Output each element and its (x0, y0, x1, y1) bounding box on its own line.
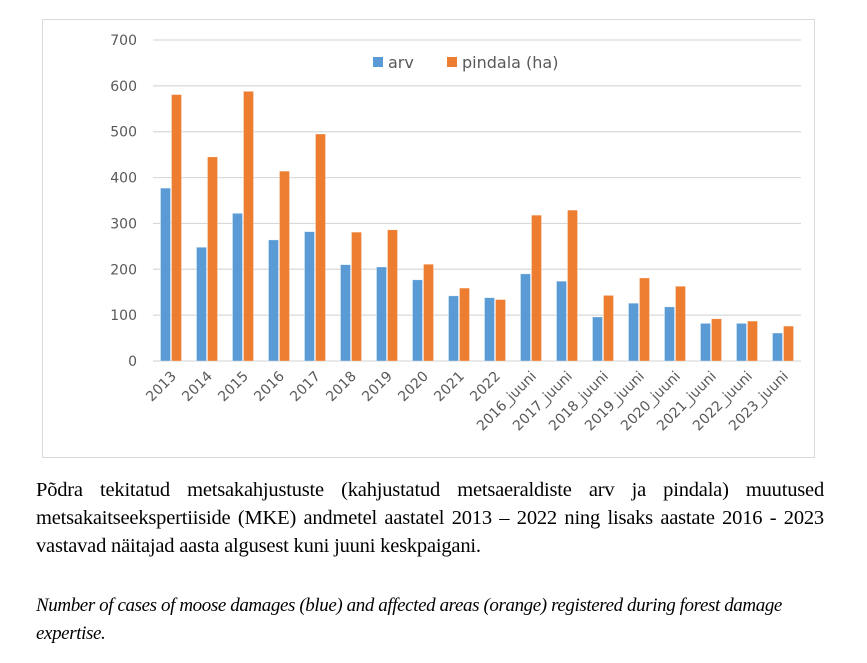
bar-arv-2021 (448, 295, 459, 362)
bar-arv-2013 (160, 187, 171, 362)
bar-arv-2021_juuni (700, 323, 711, 362)
bar-arv-2020_juuni (664, 306, 675, 362)
bar-pindala-2017_juuni (567, 209, 578, 362)
bar-arv-2020 (412, 279, 423, 362)
bars (160, 91, 794, 362)
figure-caption-estonian: Põdra tekitatud metsakahjustuste (kahjus… (36, 479, 824, 557)
x-tick-label: 2017 (287, 369, 324, 406)
legend-swatch-pindala (447, 57, 457, 67)
x-axis-tick-labels: 2013 2014 2015 2016 2017 2018 2019 2020 2021 2022… (143, 368, 792, 434)
y-tick-label: 600 (110, 79, 137, 95)
gridlines (153, 39, 801, 362)
y-tick-label: 500 (110, 125, 137, 141)
y-tick-label: 400 (110, 171, 137, 187)
bar-pindala-2016_juuni (531, 214, 542, 362)
x-tick-label: 2021 (431, 369, 468, 406)
x-tick-label: 2015 (215, 369, 252, 406)
bar-arv-2023_juuni (772, 332, 783, 362)
legend-label-arv: arv (388, 53, 414, 72)
x-tick-label: 2020 (395, 369, 432, 406)
legend-label-pindala: pindala (ha) (462, 53, 558, 72)
bar-pindala-2018 (351, 231, 362, 362)
bar-pindala-2019_juuni (639, 277, 650, 362)
bar-arv-2017_juuni (556, 280, 567, 362)
bar-pindala-2020 (423, 263, 434, 362)
bar-arv-2022_juuni (736, 323, 747, 362)
bar-arv-2022 (484, 297, 495, 362)
bar-pindala-2023_juuni (783, 325, 794, 362)
x-tick-label: 2016 (251, 368, 288, 405)
x-tick-label: 2018 (323, 369, 360, 406)
bar-pindala-2014 (207, 156, 218, 362)
x-tick-label: 2013 (143, 369, 180, 406)
legend-swatch-arv (373, 57, 383, 67)
bar-arv-2018_juuni (592, 316, 603, 362)
bar-pindala-2019 (387, 229, 398, 362)
figure-caption-english: Number of cases of moose damages (blue) … (36, 595, 782, 644)
y-tick-label: 300 (110, 216, 137, 232)
bar-arv-2016 (268, 239, 279, 362)
legend: arv pindala (ha) (373, 53, 558, 72)
bar-pindala-2022 (495, 299, 506, 362)
bar-pindala-2016 (279, 170, 290, 362)
bar-arv-2019_juuni (628, 302, 639, 362)
bar-pindala-2021_juuni (711, 318, 722, 362)
y-tick-label: 100 (110, 308, 137, 324)
x-tick-label: 2019 (359, 369, 396, 406)
bar-pindala-2022_juuni (747, 320, 758, 362)
chart-frame: 0 100 200 300 400 500 600 700 2013 2014 2015 2016 2… (42, 19, 815, 458)
bar-arv-2015 (232, 213, 243, 362)
y-tick-label: 200 (110, 262, 137, 278)
bar-arv-2019 (376, 266, 387, 362)
y-axis-tick-labels: 0 100 200 300 400 500 600 700 (110, 33, 137, 370)
y-tick-label: 700 (110, 33, 137, 49)
bar-pindala-2013 (171, 94, 182, 362)
bar-arv-2014 (196, 246, 207, 362)
bar-arv-2017 (304, 231, 315, 362)
y-tick-label: 0 (128, 354, 137, 370)
bar-arv-2018 (340, 264, 351, 362)
bar-pindala-2020_juuni (675, 285, 686, 362)
x-tick-label: 2014 (179, 368, 216, 405)
bar-pindala-2018_juuni (603, 295, 614, 362)
bar-arv-2016_juuni (520, 273, 531, 362)
bar-pindala-2021 (459, 287, 470, 362)
bar-pindala-2017 (315, 133, 326, 362)
bar-pindala-2015 (243, 91, 254, 362)
